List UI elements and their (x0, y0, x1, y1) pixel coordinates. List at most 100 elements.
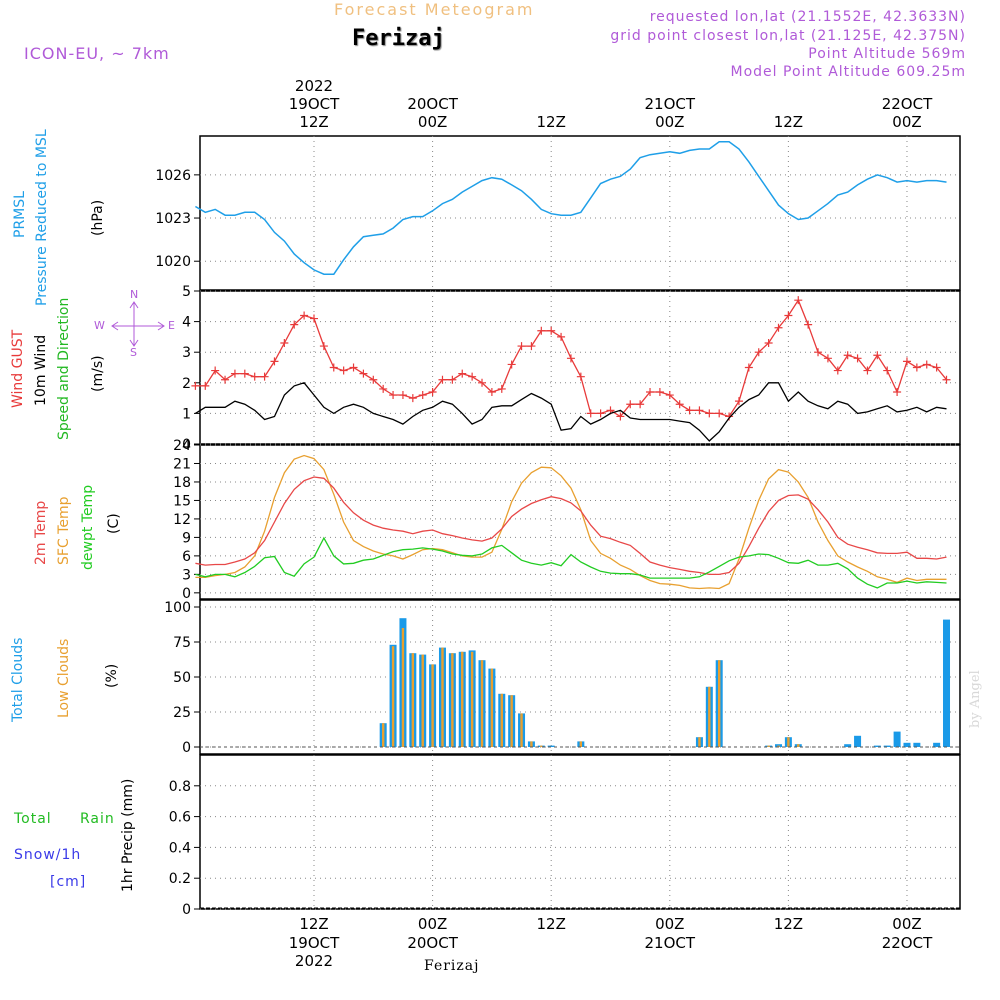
gust-marker (211, 366, 220, 375)
gust-marker (646, 387, 655, 396)
ytick-label-wind: 3 (182, 345, 191, 361)
total-cloud-bar (873, 745, 881, 747)
gust-marker (695, 406, 704, 415)
low-cloud-bar (441, 647, 444, 747)
total-cloud-bar (893, 731, 901, 747)
snow-label: Snow/1h (14, 847, 82, 863)
gust-marker (764, 339, 773, 348)
gust-marker (932, 363, 941, 372)
total-cloud-bar (943, 619, 951, 747)
gust-marker (863, 366, 872, 375)
gust-marker (576, 372, 585, 381)
gust-marker (784, 311, 793, 320)
compass-w-label: W (94, 319, 105, 332)
snow-unit: [cm] (50, 874, 87, 890)
footer-location: Ferizaj (424, 958, 480, 974)
gust-marker (349, 363, 358, 372)
gust-marker (685, 406, 694, 415)
low-cloud-bar (401, 628, 405, 747)
sfc-temp-line (195, 454, 947, 590)
ytick-label-clouds: 0 (182, 740, 191, 756)
bottom-time-label: 00Z (892, 915, 921, 933)
ytick-label-pressure: 1026 (155, 168, 191, 184)
top-time-label: 12Z (774, 113, 803, 131)
low-cloud-bar (767, 745, 770, 747)
gust-marker (329, 363, 338, 372)
gust-marker (458, 369, 467, 378)
gust-marker (230, 369, 239, 378)
compass-n-label: N (130, 288, 139, 301)
ytick-label-pressure: 1023 (155, 211, 191, 227)
low-cloud-bar (411, 653, 415, 747)
gust-marker (369, 375, 378, 384)
low-cloud-bar (421, 654, 424, 747)
ytick-label-temperature: 21 (173, 456, 191, 472)
ytick-label-precip: 0.6 (169, 810, 191, 826)
ytick-label-precip: 0.8 (169, 779, 191, 795)
gust-marker (794, 296, 803, 305)
compass-e-label: E (168, 319, 175, 332)
gust-marker (270, 357, 279, 366)
bottom-time-label: 12Z (299, 915, 328, 933)
bottom-time-label: 12Z (774, 915, 803, 933)
gust-marker (705, 409, 714, 418)
model-altitude: Model Point Altitude 609.25m (730, 64, 966, 80)
grid-point-coords: grid point closest lon,lat (21.125E, 42.… (610, 28, 966, 44)
gust-marker (280, 339, 289, 348)
ytick-label-wind: 0 (182, 437, 191, 453)
gust-marker (636, 400, 645, 409)
dewpt-line (195, 536, 947, 589)
panel-frame-pressure (199, 135, 961, 291)
low-cloud-bar (708, 686, 711, 747)
top-time-label: 20OCT (407, 95, 458, 113)
gust-marker (675, 400, 684, 409)
ytick-label-pressure: 1020 (155, 254, 191, 270)
total-cloud-bar (903, 742, 911, 747)
ytick-label-temperature: 18 (173, 475, 191, 491)
total-cloud-bar (913, 742, 921, 747)
gust-marker (250, 372, 259, 381)
gust-marker (438, 375, 447, 384)
ytick-label-temperature: 0 (182, 586, 191, 602)
gust-marker (478, 378, 487, 387)
ytick-label-wind: 2 (182, 376, 191, 392)
top-time-label: 12Z (299, 113, 328, 131)
compass-arrows-icon (111, 301, 165, 347)
top-time-label: 00Z (655, 113, 684, 131)
low-cloud-bar (480, 660, 484, 747)
ytick-label-temperature: 15 (173, 493, 191, 509)
gust-marker (814, 348, 823, 357)
rain-rain-label: Rain (80, 811, 115, 827)
gust-marker (398, 391, 407, 400)
gust-marker (240, 369, 249, 378)
model-label: ICON-EU, ~ 7km (24, 44, 170, 63)
low-cloud-bar (391, 646, 395, 747)
gust-marker (517, 342, 526, 351)
total-cloud-bar (854, 735, 862, 747)
gust-marker (626, 400, 635, 409)
ytick-label-temperature: 24 (173, 438, 191, 454)
gust-marker (744, 363, 753, 372)
top-time-label: 19OCT (289, 95, 340, 113)
gust-marker (359, 369, 368, 378)
top-time-label: 00Z (892, 113, 921, 131)
ytick-label-precip: 0 (182, 902, 191, 918)
gust-marker (893, 387, 902, 396)
ytick-label-temperature: 6 (182, 549, 191, 565)
total-cloud-bar (883, 745, 891, 747)
gust-marker (616, 412, 625, 421)
gust-marker (853, 354, 862, 363)
requested-coords: requested lon,lat (21.1552E, 42.3633N) (649, 9, 966, 25)
gust-marker (774, 323, 783, 332)
bottom-time-label: 00Z (418, 915, 447, 933)
rain-total-label: Total (14, 811, 52, 827)
compass-s-label: S (130, 346, 137, 359)
gust-marker (754, 348, 763, 357)
gust-marker (537, 326, 546, 335)
gust-marker (389, 391, 398, 400)
ytick-label-wind: 4 (182, 315, 191, 331)
top-time-label: 21OCT (645, 95, 696, 113)
gust-marker (734, 397, 743, 406)
low-cloud-bar (381, 723, 385, 747)
point-altitude: Point Altitude 569m (808, 46, 966, 62)
